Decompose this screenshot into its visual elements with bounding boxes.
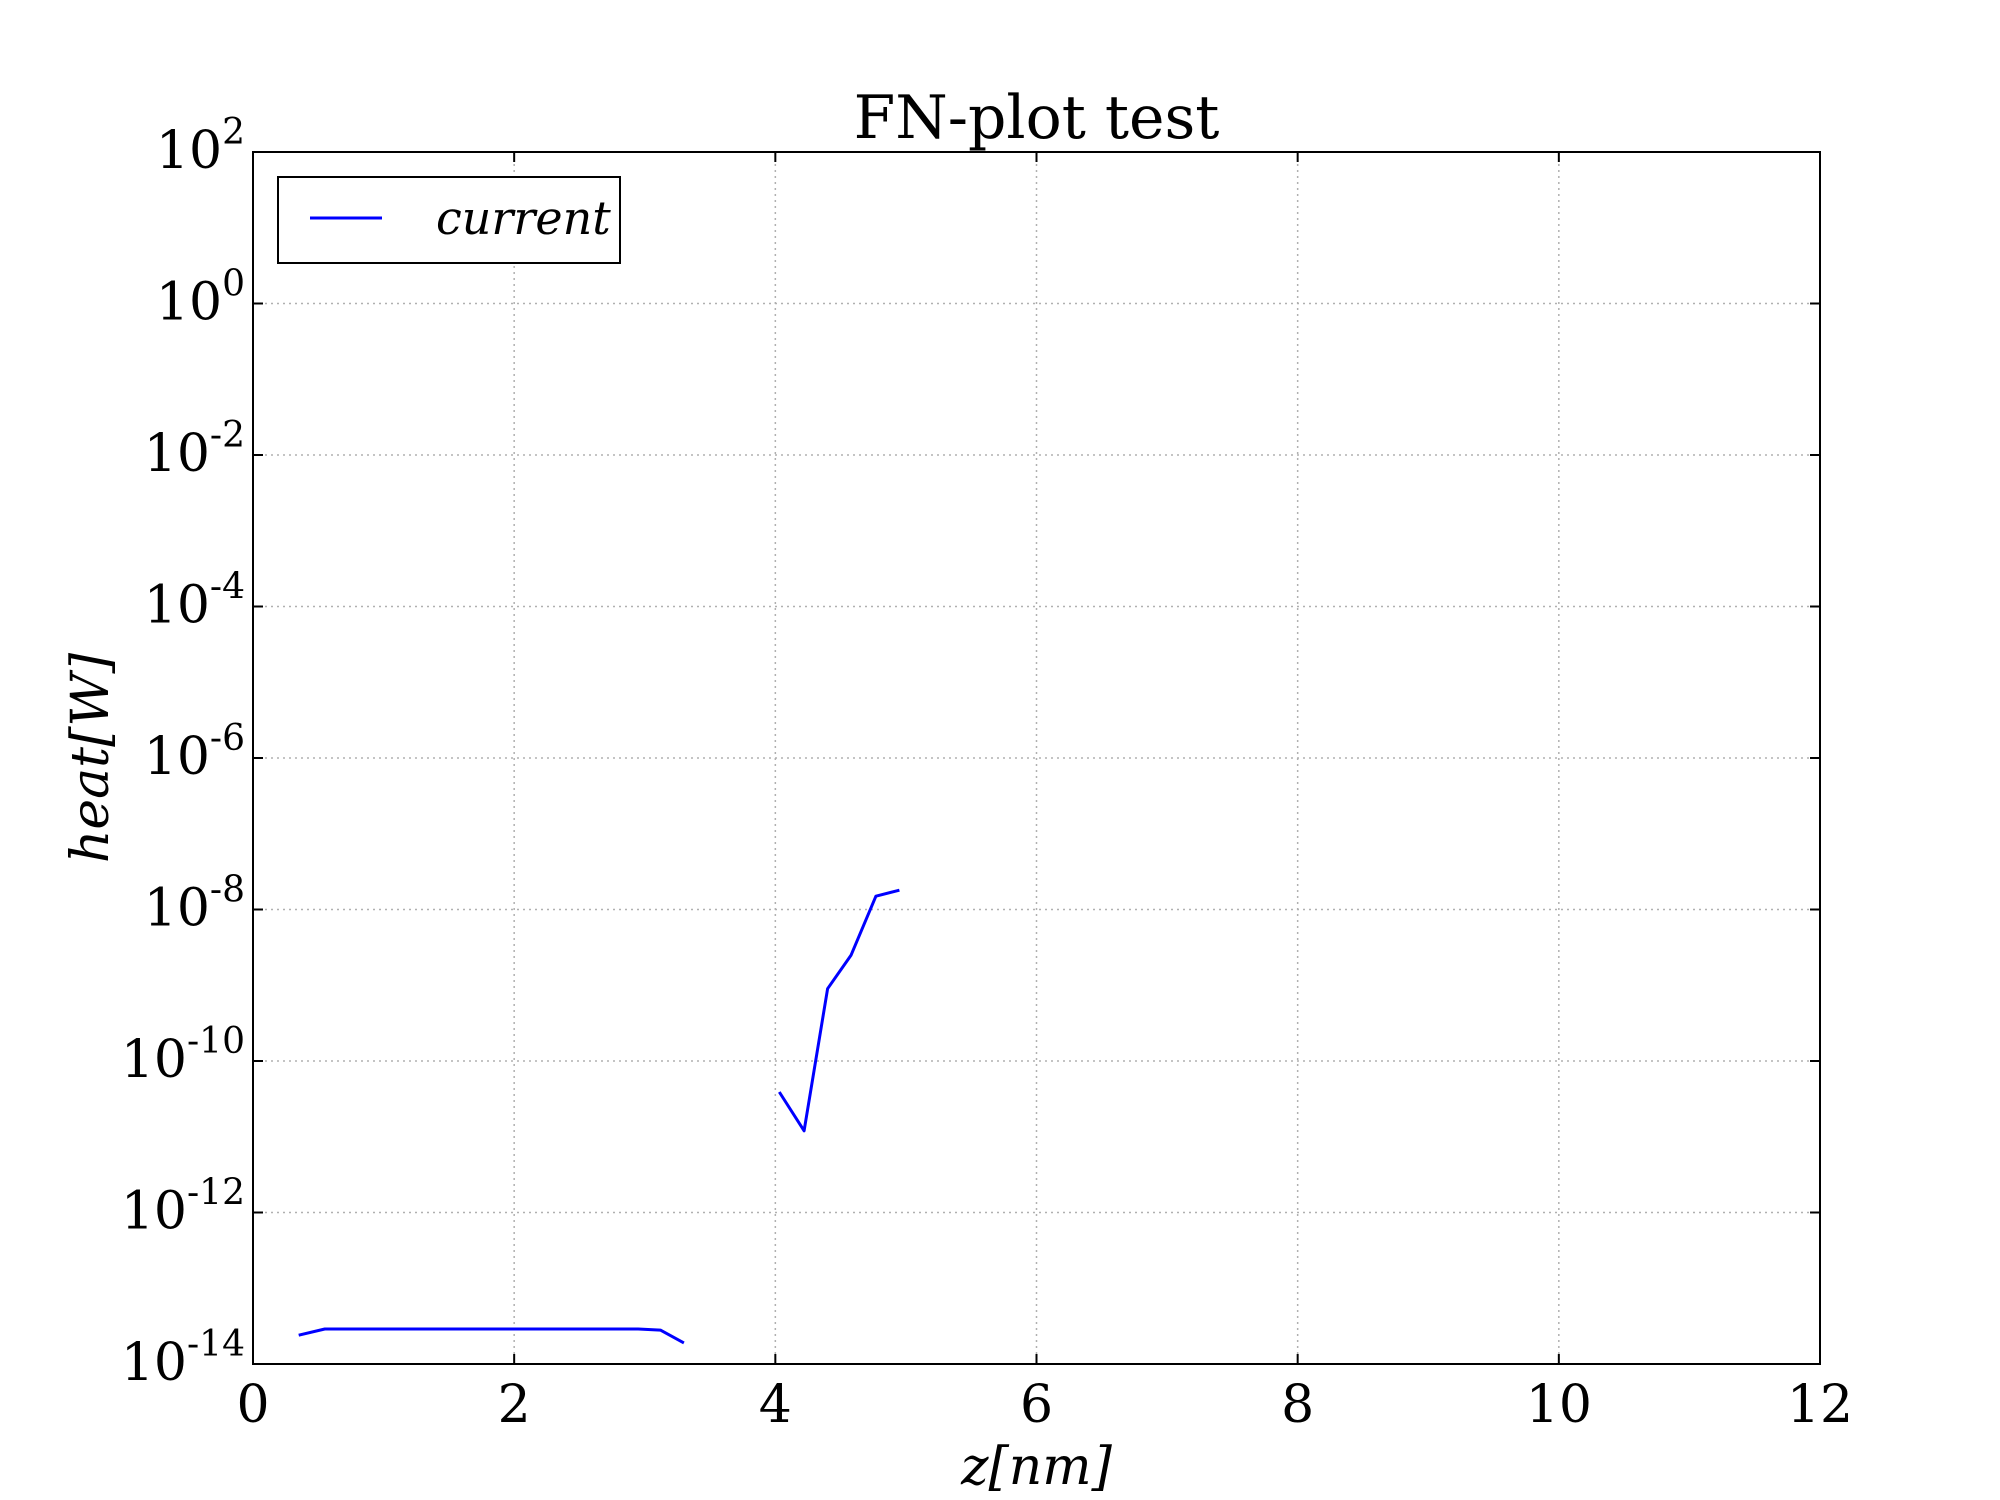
y-axis-label: heat[W] (61, 652, 121, 863)
legend-label-current: current (436, 191, 611, 245)
series-line-current (778, 888, 900, 1133)
legend: current (277, 176, 621, 264)
series-lines (298, 888, 900, 1345)
x-tick-label: 0 (236, 1375, 269, 1435)
series-line-current (298, 1327, 685, 1345)
y-tick-label: 10-12 (121, 1173, 245, 1242)
y-tick-label: 10-4 (144, 567, 245, 636)
x-axis-label: z[nm] (960, 1437, 1112, 1497)
y-tick-label: 10-14 (121, 1324, 245, 1393)
x-tick-label: 12 (1787, 1375, 1853, 1435)
chart-title: FN-plot test (854, 83, 1220, 153)
grid (253, 152, 1820, 1364)
x-tick-label: 4 (759, 1375, 792, 1435)
ticks: 0 2 4 6 8 10 12 10-14 10-12 10-10 10-8 10-6 10-4 10-2… (121, 112, 1853, 1435)
y-tick-label: 100 (156, 264, 245, 333)
y-tick-label: 10-10 (121, 1021, 245, 1090)
legend-box (277, 176, 621, 264)
x-tick-label: 2 (498, 1375, 531, 1435)
x-tick-label: 10 (1526, 1375, 1592, 1435)
x-tick-label: 8 (1281, 1375, 1314, 1435)
y-tick-label: 10-8 (144, 870, 245, 939)
y-tick-label: 10-6 (144, 718, 245, 787)
y-tick-label: 102 (156, 112, 245, 181)
y-tick-label: 10-2 (144, 415, 245, 484)
x-tick-label: 6 (1020, 1375, 1053, 1435)
